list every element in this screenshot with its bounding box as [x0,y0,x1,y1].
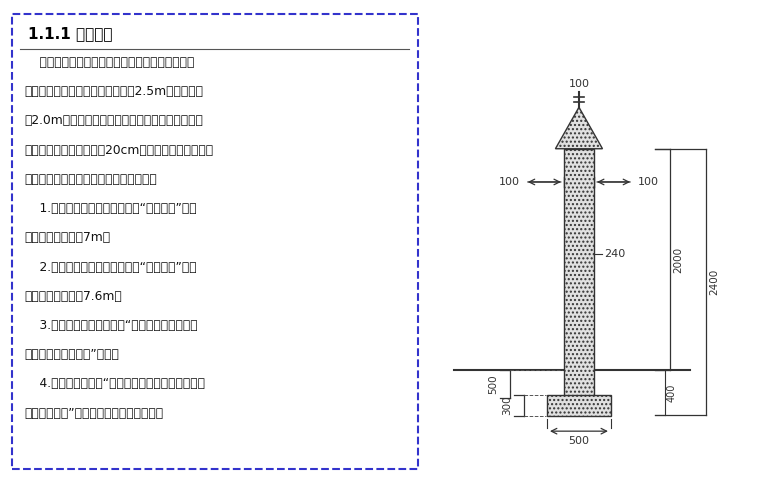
Text: 位、施工单位”全称，右侧为工程效果图。: 位、施工单位”全称，右侧为工程效果图。 [24,407,163,420]
Text: 300: 300 [502,396,511,415]
Text: 市区主要路段临街围墙高度不低于2.5m，其余不低: 市区主要路段临街围墙高度不低于2.5m，其余不低 [24,85,203,98]
Text: 500: 500 [488,374,498,394]
Text: 白底蓝字，每组间7.6m。: 白底蓝字，每组间7.6m。 [24,290,122,303]
Text: 100: 100 [638,177,659,187]
Text: 100: 100 [499,177,520,187]
Text: 240: 240 [604,249,625,259]
Text: 2400: 2400 [710,269,720,295]
Text: 400: 400 [667,383,677,401]
Text: 于2.0m。市区主要路段临街面使用夹芯板或波纹彩: 于2.0m。市区主要路段临街面使用夹芯板或波纹彩 [24,114,203,128]
Bar [547,395,611,416]
Text: 500: 500 [568,436,590,446]
Text: 1.砖筑式：主要图案为企标加“南通二建”，为: 1.砖筑式：主要图案为企标加“南通二建”，为 [24,202,197,215]
Text: 2.金属式：主要图案为企标加“南通二建”，为: 2.金属式：主要图案为企标加“南通二建”，为 [24,260,197,273]
Text: 带来不便，敬请谅解”标语。: 带来不便，敬请谅解”标语。 [24,348,119,361]
Text: 围墙可用砖筑式，夹芯彩钉板式或波纹彩钉板。: 围墙可用砖筑式，夹芯彩钉板式或波纹彩钉板。 [24,56,195,69]
Text: 钉板的，必须砖筑不小于20cm的基础。夹芯板用槽钉: 钉板的，必须砖筑不小于20cm的基础。夹芯板用槽钉 [24,143,214,156]
Text: 做支架，工字钉做立柱。围墙标志组合：: 做支架，工字钉做立柱。围墙标志组合： [24,173,157,186]
Text: 4.靠近大门左侧为“建设单位、监理单位、设计单: 4.靠近大门左侧为“建设单位、监理单位、设计单 [24,377,205,390]
Text: 白底蓝字，每组间7m。: 白底蓝字，每组间7m。 [24,231,110,244]
Text: 3.临街面或醒目位置应设“我们在此施工，给您: 3.临街面或醒目位置应设“我们在此施工，给您 [24,319,198,332]
Text: 100: 100 [568,79,590,89]
Text: 1.1.1 现场围挡: 1.1.1 现场围挡 [28,26,112,41]
Text: 2000: 2000 [673,246,684,272]
Bar [564,149,594,398]
Polygon shape [556,107,603,149]
